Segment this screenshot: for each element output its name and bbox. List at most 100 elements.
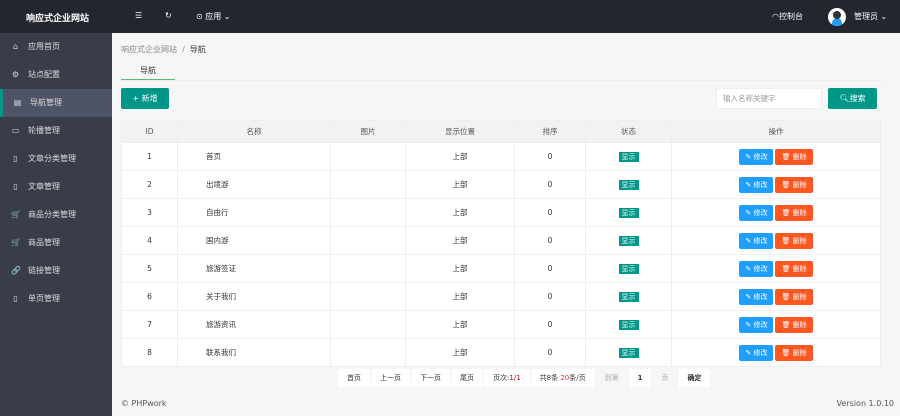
goto-input[interactable]: 1 [628, 369, 653, 387]
delete-button[interactable]: 🗑︎ 删除 [775, 316, 813, 333]
cell-name: 首页 [177, 142, 331, 171]
tab-nav[interactable]: 导航 [121, 62, 175, 81]
page-last[interactable]: 尾页 [451, 369, 484, 387]
column-header: 名称 [177, 120, 331, 143]
pencil-icon: ✎ [745, 152, 752, 161]
edit-label: 修改 [753, 320, 768, 329]
sidebar-item-icon: 🛒 [11, 210, 21, 219]
sidebar-item-icon: 🛒 [11, 238, 21, 247]
sidebar-item-icon: 🔗 [11, 266, 21, 275]
sidebar-item-label: 文章分类管理 [28, 154, 76, 163]
search-label: 搜索 [849, 94, 866, 103]
cell-image [330, 226, 406, 255]
edit-button[interactable]: ✎ 修改 [739, 148, 774, 165]
cell-image [330, 254, 406, 283]
cell-status: 显示 [585, 226, 672, 255]
console-label: 控制台 [778, 12, 803, 21]
delete-button[interactable]: 🗑︎ 删除 [775, 148, 813, 165]
cell-name: 旅游资讯 [177, 310, 331, 339]
breadcrumb-root[interactable]: 响应式企业网站 [121, 45, 177, 54]
copyright: © PHPwork [121, 399, 167, 408]
sidebar-item-label: 单页管理 [28, 294, 60, 303]
cell-sort: 0 [514, 170, 586, 199]
edit-button[interactable]: ✎ 修改 [739, 204, 774, 221]
status-badge[interactable]: 显示 [618, 263, 639, 274]
cell-position: 上部 [405, 254, 515, 283]
status-badge[interactable]: 显示 [618, 347, 639, 358]
sidebar-item[interactable]: 🛒 商品分类管理 [0, 201, 112, 229]
status-badge[interactable]: 显示 [618, 319, 639, 330]
cell-name: 关于我们 [177, 282, 331, 311]
refresh-icon[interactable]: ↻ [165, 11, 172, 20]
edit-button[interactable]: ✎ 修改 [739, 344, 774, 361]
sidebar-item[interactable]: ⌂ 应用首页 [0, 33, 112, 61]
edit-button[interactable]: ✎ 修改 [739, 176, 774, 193]
sidebar-item[interactable]: ▯ 文章管理 [0, 173, 112, 201]
delete-button[interactable]: 🗑︎ 删除 [775, 176, 813, 193]
trash-icon: 🗑︎ [781, 264, 791, 273]
delete-button[interactable]: 🗑︎ 删除 [775, 204, 813, 221]
cell-actions: ✎ 修改 🗑︎ 删除 [671, 282, 881, 311]
edit-button[interactable]: ✎ 修改 [739, 288, 774, 305]
user-menu[interactable]: 管理员 ⌄ [854, 12, 888, 21]
sidebar-item[interactable]: ▤ 导航管理 [0, 89, 112, 117]
edit-button[interactable]: ✎ 修改 [739, 260, 774, 277]
delete-button[interactable]: 🗑︎ 删除 [775, 260, 813, 277]
cell-status: 显示 [585, 310, 672, 339]
sidebar-item-icon: ⚙ [11, 70, 20, 79]
status-badge[interactable]: 显示 [618, 207, 639, 218]
console-link[interactable]: ◠控制台 [772, 12, 803, 21]
table-row: 8 联系我们 上部 0 显示 ✎ 修改 🗑︎ 删除 [121, 338, 881, 367]
sidebar-item-icon: ▯ [13, 182, 18, 191]
apps-menu[interactable]: ⊙ 应用 ⌄ [196, 12, 231, 21]
edit-label: 修改 [753, 292, 768, 301]
cell-sort: 0 [514, 338, 586, 367]
cell-id: 7 [121, 310, 178, 339]
sidebar-item-label: 文章管理 [28, 182, 60, 191]
status-badge[interactable]: 显示 [618, 151, 639, 162]
delete-label: 删除 [792, 152, 807, 161]
edit-button[interactable]: ✎ 修改 [739, 316, 774, 333]
page-prev[interactable]: 上一页 [371, 369, 411, 387]
cell-id: 2 [121, 170, 178, 199]
menu-toggle-icon[interactable]: ☰ [135, 11, 143, 20]
cell-status: 显示 [585, 254, 672, 283]
delete-button[interactable]: 🗑︎ 删除 [775, 232, 813, 249]
sidebar-item-label: 商品分类管理 [28, 210, 76, 219]
page-next[interactable]: 下一页 [411, 369, 451, 387]
sidebar-item[interactable]: 🔗 链接管理 [0, 257, 112, 285]
cell-id: 1 [121, 142, 178, 171]
cell-id: 8 [121, 338, 178, 367]
search-input[interactable]: 输入名称关键字 [716, 88, 822, 109]
delete-label: 删除 [792, 292, 807, 301]
delete-label: 删除 [792, 236, 807, 245]
column-header: 状态 [585, 120, 672, 143]
sidebar-item[interactable]: ▯ 单页管理 [0, 285, 112, 313]
sidebar-item-icon: ▯ [13, 294, 18, 303]
status-badge[interactable]: 显示 [618, 291, 639, 302]
sidebar-item[interactable]: 🛒 商品管理 [0, 229, 112, 257]
avatar[interactable] [828, 8, 846, 26]
sidebar-item[interactable]: ⚙ 站点配置 [0, 61, 112, 89]
add-button[interactable]: + 新增 [121, 88, 169, 109]
total-info: 共8条 20条/页 [530, 369, 596, 387]
sidebar-item-label: 应用首页 [28, 42, 60, 51]
pencil-icon: ✎ [745, 264, 752, 273]
trash-icon: 🗑︎ [781, 292, 791, 301]
page-first[interactable]: 首页 [338, 369, 371, 387]
cell-image [330, 338, 406, 367]
goto-confirm-button[interactable]: 确定 [678, 369, 712, 387]
sidebar-item[interactable]: ▭ 轮播管理 [0, 117, 112, 145]
cell-actions: ✎ 修改 🗑︎ 删除 [671, 142, 881, 171]
search-button[interactable]: 🔍︎搜索 [828, 88, 877, 109]
trash-icon: 🗑︎ [781, 208, 791, 217]
delete-button[interactable]: 🗑︎ 删除 [775, 344, 813, 361]
delete-button[interactable]: 🗑︎ 删除 [775, 288, 813, 305]
status-badge[interactable]: 显示 [618, 179, 639, 190]
edit-button[interactable]: ✎ 修改 [739, 232, 774, 249]
pencil-icon: ✎ [745, 320, 752, 329]
sidebar-item-label: 轮播管理 [28, 126, 60, 135]
table-row: 7 旅游资讯 上部 0 显示 ✎ 修改 🗑︎ 删除 [121, 310, 881, 339]
sidebar-item[interactable]: ▯ 文章分类管理 [0, 145, 112, 173]
status-badge[interactable]: 显示 [618, 235, 639, 246]
